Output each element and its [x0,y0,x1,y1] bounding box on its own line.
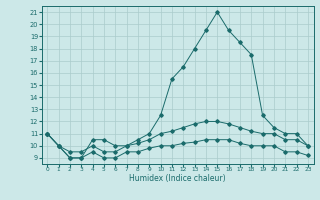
X-axis label: Humidex (Indice chaleur): Humidex (Indice chaleur) [129,174,226,183]
